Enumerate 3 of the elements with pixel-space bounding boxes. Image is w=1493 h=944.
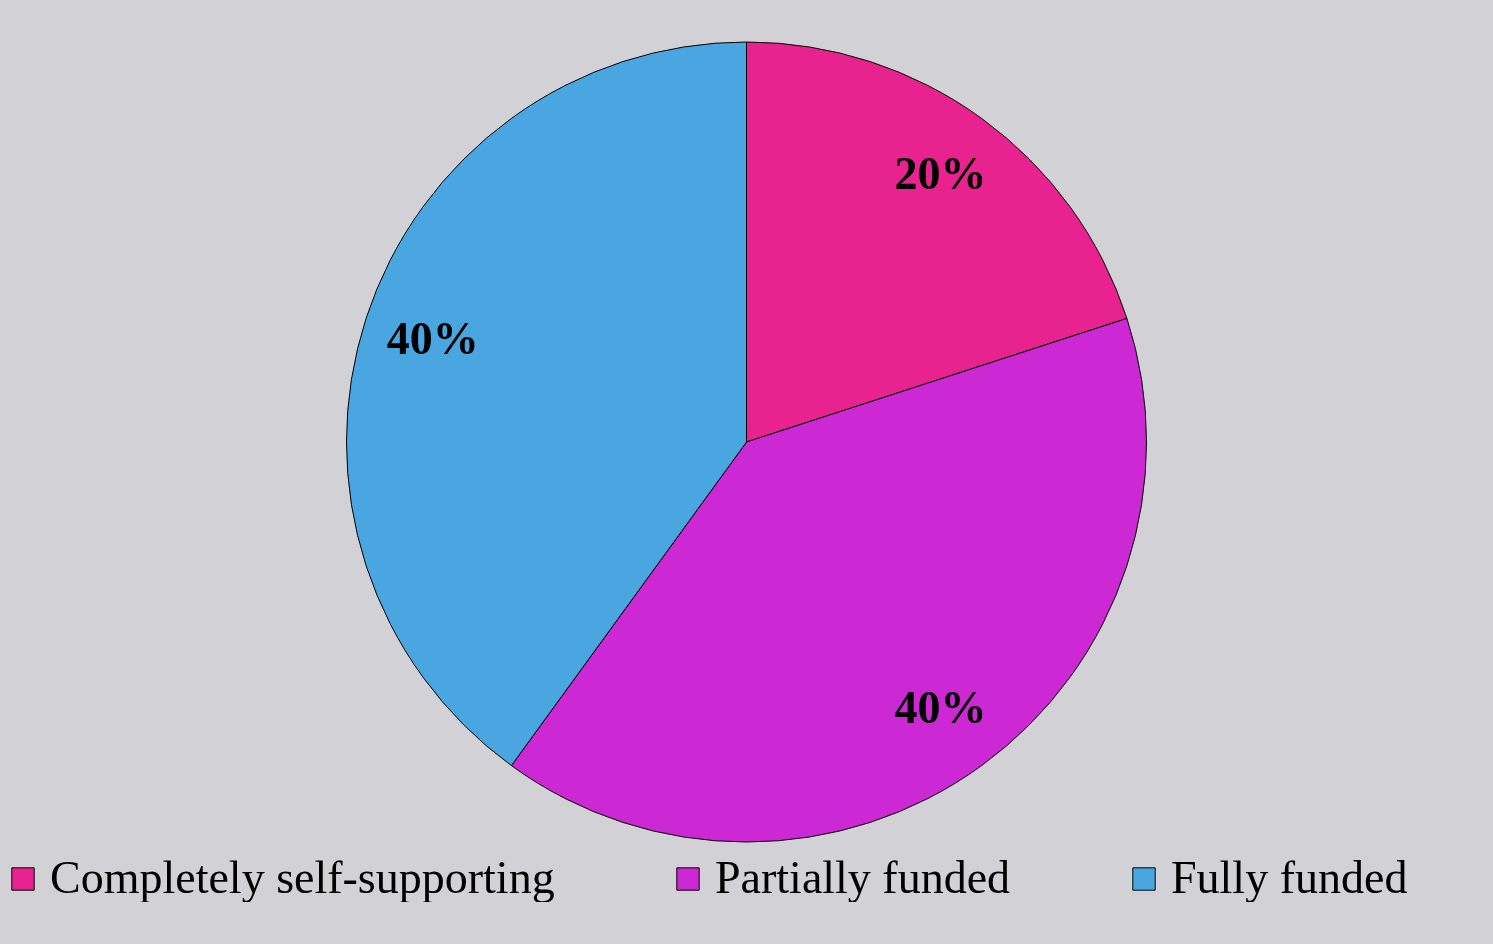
data-label: 40% — [894, 681, 987, 733]
data-label: 20% — [894, 148, 987, 200]
data-label: 40% — [386, 313, 479, 365]
